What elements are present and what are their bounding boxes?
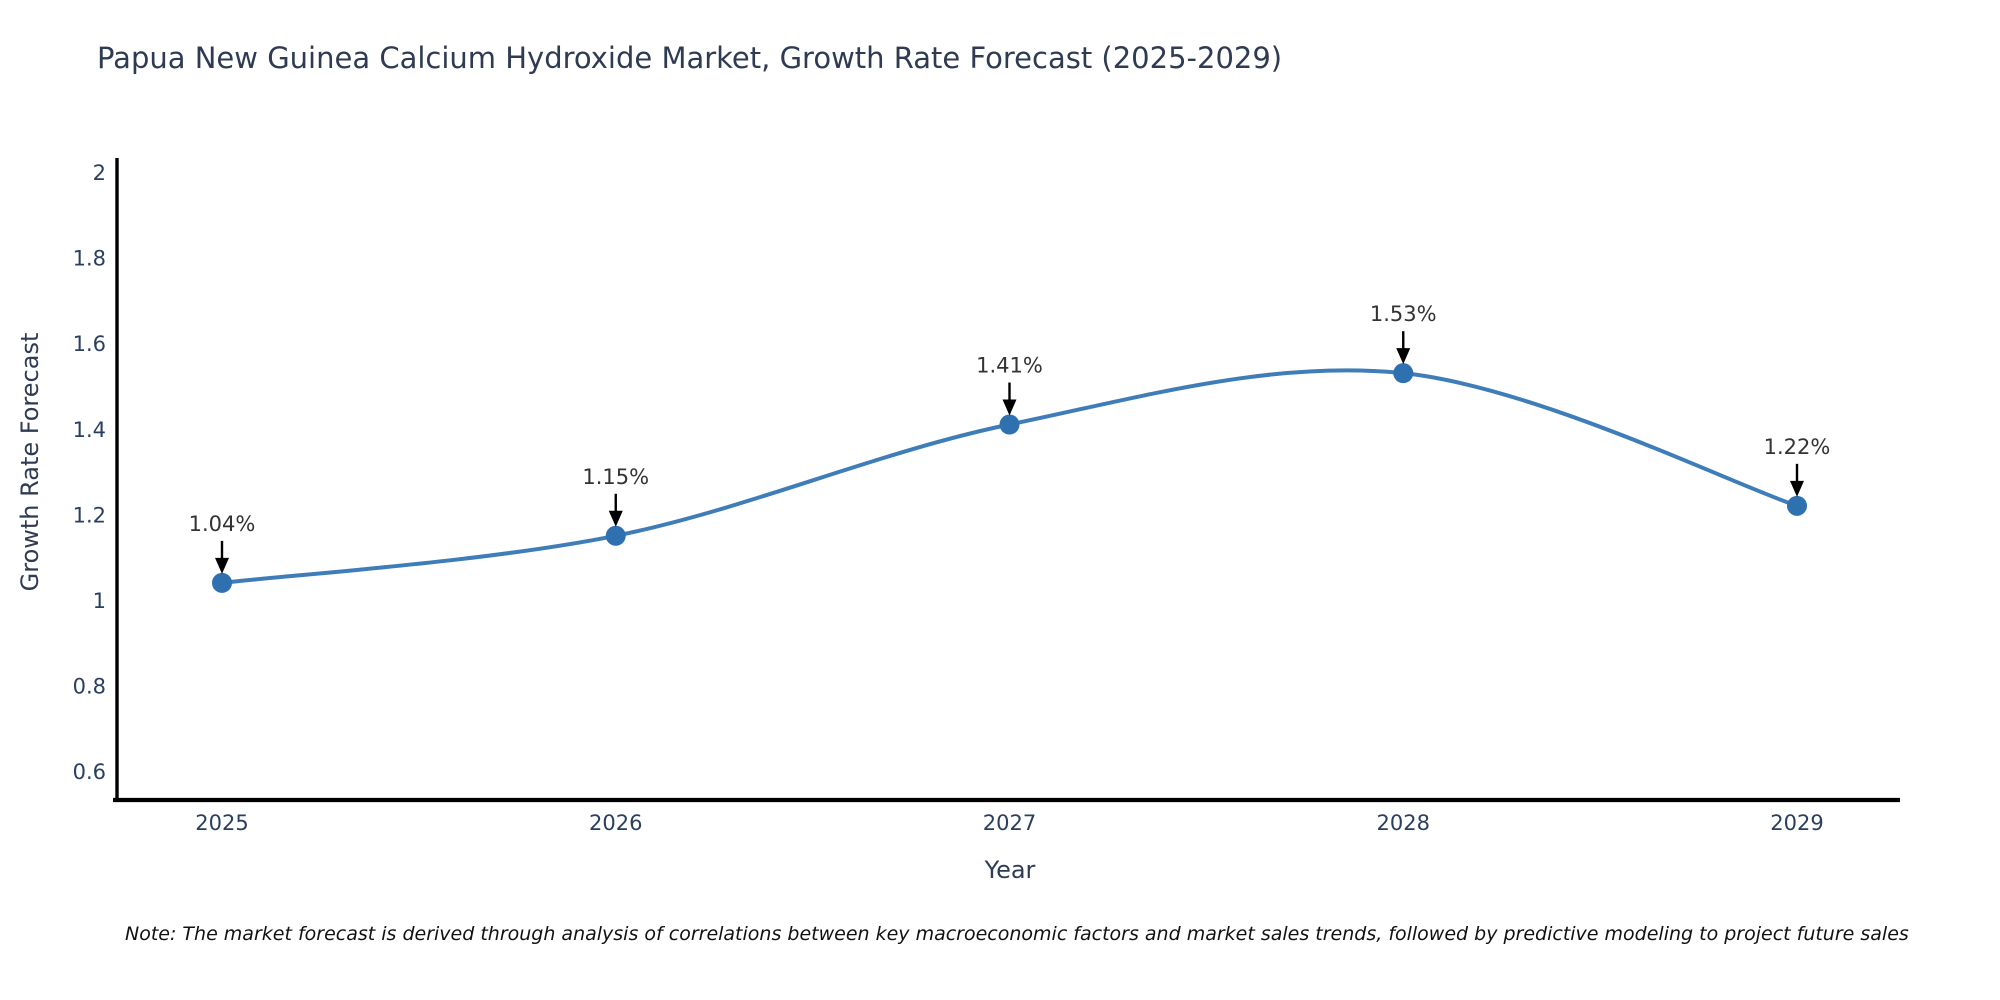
- tick-labels-layer: 0.6 0.8 1 1.2 1.4 1.6 1.8 2 2025 2026 2027 2028 2029: [73, 161, 1824, 835]
- annotation-label: 1.53%: [1370, 302, 1437, 326]
- data-point-marker[interactable]: [1393, 363, 1414, 384]
- data-point-marker[interactable]: [212, 572, 232, 593]
- annotation-label: 1.04%: [189, 512, 256, 536]
- x-tick-label: 2025: [195, 811, 248, 835]
- annotation-arrowhead-icon: [608, 510, 623, 527]
- x-tick-label: 2029: [1770, 811, 1823, 835]
- y-tick-label: 1.2: [73, 503, 106, 527]
- plot-area[interactable]: [117, 158, 1900, 800]
- series-layer: [212, 363, 1807, 593]
- axes-layer: [113, 158, 1900, 803]
- chart-footnote: Note: The market forecast is derived thr…: [125, 923, 1909, 945]
- data-point-marker[interactable]: [605, 525, 626, 546]
- y-tick-label: 2: [93, 161, 106, 185]
- y-tick-label: 1.8: [73, 247, 106, 271]
- chart-title: Papua New Guinea Calcium Hydroxide Marke…: [97, 41, 1282, 75]
- annotation-arrowhead-icon: [1396, 348, 1411, 365]
- data-point-marker[interactable]: [999, 414, 1020, 435]
- annotation-label: 1.15%: [582, 465, 649, 489]
- y-tick-label: 1.6: [73, 332, 106, 356]
- x-tick-label: 2027: [983, 811, 1036, 835]
- y-tick-label: 0.6: [73, 760, 106, 784]
- annotation-label: 1.41%: [976, 354, 1043, 378]
- y-axis-title: Growth Rate Forecast: [16, 333, 44, 592]
- annotation-arrowhead-icon: [215, 557, 229, 574]
- y-tick-label: 1.4: [73, 418, 106, 442]
- x-tick-label: 2028: [1377, 811, 1430, 835]
- x-axis-title: Year: [984, 856, 1036, 884]
- x-tick-label: 2026: [589, 811, 642, 835]
- annotation-arrowhead-icon: [1002, 399, 1017, 416]
- y-tick-label: 0.8: [73, 675, 106, 699]
- annotation-arrowhead-icon: [1790, 480, 1804, 497]
- annotations-layer: 1.04% 1.15% 1.41% 1.53% 1.22%: [189, 302, 1831, 574]
- y-tick-label: 1: [93, 589, 106, 613]
- data-point-marker[interactable]: [1787, 495, 1807, 516]
- annotation-label: 1.22%: [1764, 435, 1831, 459]
